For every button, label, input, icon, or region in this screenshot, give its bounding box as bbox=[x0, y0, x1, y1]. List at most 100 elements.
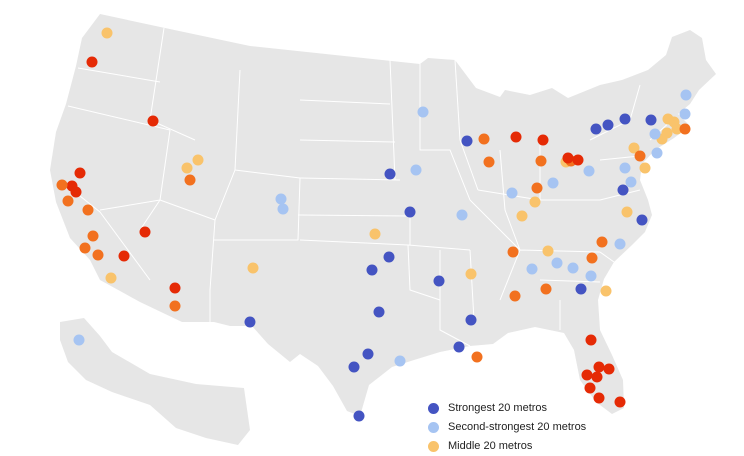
metro-dot-second-strongest bbox=[526, 263, 538, 275]
metro-dot-second-strongest bbox=[679, 108, 691, 120]
metro-dots bbox=[56, 27, 692, 422]
legend-item-second-strongest: Second-strongest 20 metros bbox=[428, 418, 586, 436]
metro-dot-weakest bbox=[510, 131, 522, 143]
metro-dot-fourth bbox=[679, 123, 691, 135]
legend-item-middle: Middle 20 metros bbox=[428, 437, 586, 455]
metro-dot-fourth bbox=[634, 150, 646, 162]
legend: Strongest 20 metros Second-strongest 20 … bbox=[428, 399, 586, 456]
metro-dot-fourth bbox=[507, 246, 519, 258]
metro-dot-strongest bbox=[590, 123, 602, 135]
metro-dot-fourth bbox=[509, 290, 521, 302]
metro-dot-strongest bbox=[384, 168, 396, 180]
metro-dot-second-strongest bbox=[277, 203, 289, 215]
metro-dot-strongest bbox=[404, 206, 416, 218]
legend-swatch-middle bbox=[428, 440, 439, 452]
land-shapes bbox=[50, 14, 716, 445]
metro-dot-strongest bbox=[362, 348, 374, 360]
metro-dot-weakest bbox=[581, 369, 593, 381]
metro-dot-fourth bbox=[92, 249, 104, 261]
metro-dot-second-strongest bbox=[583, 165, 595, 177]
metro-dot-strongest bbox=[373, 306, 385, 318]
metro-dot-strongest bbox=[617, 184, 629, 196]
metro-dot-weakest bbox=[572, 154, 584, 166]
metro-dot-second-strongest bbox=[73, 334, 85, 346]
state-border-lines-central bbox=[297, 59, 479, 347]
metro-dot-weakest bbox=[591, 371, 603, 383]
metro-dot-second-strongest bbox=[506, 187, 518, 199]
metro-dot-strongest bbox=[383, 251, 395, 263]
metro-dot-second-strongest bbox=[614, 238, 626, 250]
metro-dot-middle bbox=[465, 268, 477, 280]
metro-dot-middle bbox=[516, 210, 528, 222]
metro-dot-fourth bbox=[535, 155, 547, 167]
metro-dot-fourth bbox=[82, 204, 94, 216]
metro-dot-middle bbox=[542, 245, 554, 257]
metro-dot-middle bbox=[662, 113, 674, 125]
metro-dot-weakest bbox=[118, 250, 130, 262]
legend-item-strongest: Strongest 20 metros bbox=[428, 399, 586, 417]
metro-dot-weakest bbox=[593, 392, 605, 404]
metro-dot-fourth bbox=[87, 230, 99, 242]
alaska-inset bbox=[60, 318, 250, 445]
metro-dot-weakest bbox=[585, 334, 597, 346]
metro-dot-middle bbox=[247, 262, 259, 274]
legend-label-strongest: Strongest 20 metros bbox=[448, 402, 548, 414]
metro-dot-fourth bbox=[531, 182, 543, 194]
metro-dot-middle bbox=[181, 162, 193, 174]
metro-dot-middle bbox=[101, 27, 113, 39]
metro-dot-second-strongest bbox=[456, 209, 468, 221]
metro-dot-strongest bbox=[636, 214, 648, 226]
metro-dot-middle bbox=[105, 272, 117, 284]
metro-dot-second-strongest bbox=[567, 262, 579, 274]
metro-dot-second-strongest bbox=[649, 128, 661, 140]
metro-dot-fourth bbox=[184, 174, 196, 186]
metro-dot-fourth bbox=[596, 236, 608, 248]
metro-dot-middle bbox=[621, 206, 633, 218]
metro-dot-second-strongest bbox=[619, 162, 631, 174]
metro-dot-second-strongest bbox=[417, 106, 429, 118]
metro-dot-weakest bbox=[86, 56, 98, 68]
metro-dot-second-strongest bbox=[651, 147, 663, 159]
metro-dot-second-strongest bbox=[410, 164, 422, 176]
metro-dot-strongest bbox=[645, 114, 657, 126]
metro-dot-weakest bbox=[614, 396, 626, 408]
legend-swatch-strongest bbox=[428, 402, 439, 414]
metro-dot-second-strongest bbox=[585, 270, 597, 282]
metro-dot-weakest bbox=[70, 186, 82, 198]
metro-dot-strongest bbox=[619, 113, 631, 125]
metro-dot-weakest bbox=[593, 361, 605, 373]
metro-dot-middle bbox=[671, 123, 683, 135]
metro-dot-second-strongest bbox=[394, 355, 406, 367]
metro-dot-strongest bbox=[353, 410, 365, 422]
metro-dot-middle bbox=[192, 154, 204, 166]
metro-dot-second-strongest bbox=[547, 177, 559, 189]
metro-dot-middle bbox=[369, 228, 381, 240]
metro-dot-fourth bbox=[169, 300, 181, 312]
metro-dot-fourth bbox=[56, 179, 68, 191]
metro-dot-weakest bbox=[537, 134, 549, 146]
metro-dot-strongest bbox=[602, 119, 614, 131]
metro-dot-weakest bbox=[584, 382, 596, 394]
legend-swatch-second-strongest bbox=[428, 421, 439, 433]
metro-dot-fourth bbox=[483, 156, 495, 168]
metro-dot-fourth bbox=[62, 195, 74, 207]
metro-dot-weakest bbox=[147, 115, 159, 127]
metro-dot-middle bbox=[661, 127, 673, 139]
metro-dot-fourth bbox=[478, 133, 490, 145]
metro-dot-strongest bbox=[366, 264, 378, 276]
hawaii-inset bbox=[130, 370, 183, 410]
metro-dot-weakest bbox=[603, 363, 615, 375]
metro-dot-second-strongest bbox=[680, 89, 692, 101]
metro-dot-middle bbox=[628, 142, 640, 154]
metro-dot-fourth bbox=[586, 252, 598, 264]
metro-dot-second-strongest bbox=[551, 257, 563, 269]
metro-dot-strongest bbox=[348, 361, 360, 373]
metro-dot-strongest bbox=[461, 135, 473, 147]
metro-dot-strongest bbox=[465, 314, 477, 326]
metro-dot-weakest bbox=[169, 282, 181, 294]
metro-dot-middle bbox=[639, 162, 651, 174]
metro-dot-fourth bbox=[79, 242, 91, 254]
metro-dot-weakest bbox=[139, 226, 151, 238]
metro-dot-middle bbox=[600, 285, 612, 297]
